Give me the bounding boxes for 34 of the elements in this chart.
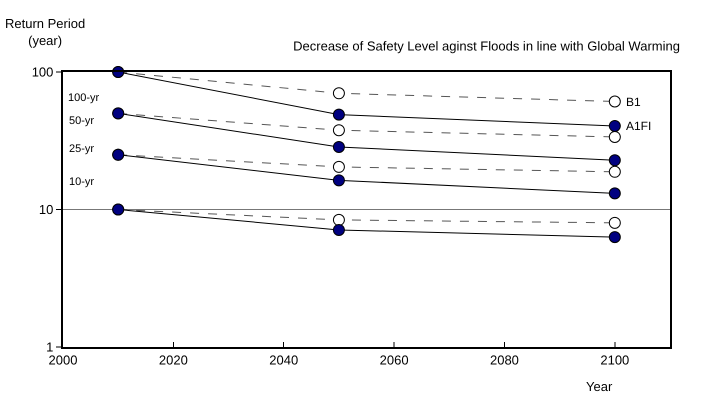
x-tick-label: 2060 [380,352,409,368]
point [608,96,621,108]
point [608,130,621,143]
annotation: 100-yr [68,92,100,104]
x-tick-label: 2020 [158,352,188,368]
point [608,154,621,166]
y-axis-title: Return Period (year) [5,16,86,48]
x-tick-label: 2000 [48,352,78,368]
annotation: 50-yr [69,115,94,127]
annotation: 25-yr [69,143,94,155]
y-tick-label: 1 [46,340,54,355]
y-tick-label: 100 [32,64,54,80]
point [332,124,345,136]
x-axis-title: Year [586,379,613,394]
y-tick-label: 10 [38,202,54,218]
point [332,214,345,226]
point [332,140,345,153]
series-label: B1 [626,95,642,109]
x-tick-label: 2040 [269,352,298,368]
point [608,166,621,178]
series-label: A1FI [626,119,652,133]
point [332,87,345,100]
point [332,174,345,186]
point [332,108,345,121]
point [608,231,621,244]
point [332,160,345,173]
annotation: 10-yr [69,176,94,188]
point [608,120,621,132]
x-tick-label: 2100 [600,352,630,368]
point [608,187,621,200]
chart-title: Decrease of Safety Level aginst Floods in line with Global Warming [293,38,680,54]
point [332,224,345,236]
point [608,216,621,229]
x-tick-label: 2080 [490,352,519,368]
